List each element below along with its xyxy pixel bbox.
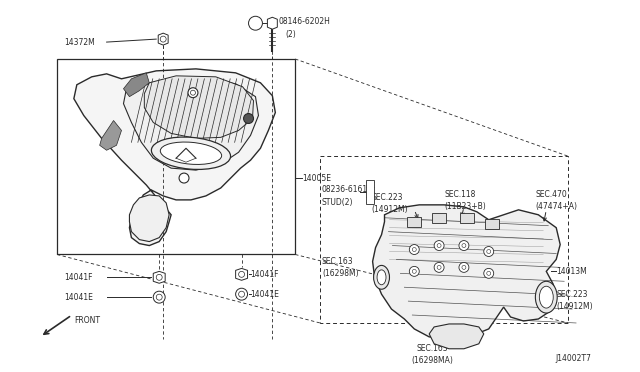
Circle shape [484, 247, 493, 256]
Polygon shape [153, 271, 165, 283]
Text: SEC.163: SEC.163 [417, 344, 448, 353]
Text: (16298MA): (16298MA) [412, 356, 453, 365]
Circle shape [434, 262, 444, 272]
Bar [407, 217, 421, 227]
Circle shape [437, 244, 441, 247]
Polygon shape [124, 73, 149, 97]
Circle shape [412, 247, 416, 251]
Polygon shape [129, 195, 169, 241]
Circle shape [487, 271, 491, 275]
Text: 14013M: 14013M [556, 267, 587, 276]
Text: SEC.163: SEC.163 [322, 257, 354, 266]
Circle shape [188, 88, 198, 98]
Bar [365, 180, 374, 204]
Polygon shape [124, 79, 259, 170]
Text: STUD(2): STUD(2) [322, 198, 353, 207]
Circle shape [236, 288, 248, 300]
Text: FRONT: FRONT [74, 317, 100, 326]
Circle shape [239, 291, 244, 297]
Bar [320, 156, 568, 323]
Text: 14041F: 14041F [64, 273, 92, 282]
Text: (14912M): (14912M) [556, 302, 593, 311]
Text: J14002T7: J14002T7 [556, 354, 591, 363]
Circle shape [191, 90, 195, 95]
Polygon shape [236, 268, 248, 280]
Circle shape [462, 265, 466, 269]
Text: SEC.118: SEC.118 [444, 190, 476, 199]
Circle shape [244, 113, 253, 124]
Text: 14005E: 14005E [302, 174, 331, 183]
Ellipse shape [160, 142, 221, 164]
Polygon shape [100, 121, 122, 150]
Bar [484, 219, 499, 229]
Text: SEC.223: SEC.223 [556, 290, 588, 299]
Circle shape [410, 244, 419, 254]
Text: 14041F: 14041F [250, 270, 279, 279]
Text: 14372M: 14372M [64, 38, 95, 46]
Circle shape [410, 266, 419, 276]
Ellipse shape [536, 281, 557, 313]
Circle shape [412, 269, 416, 273]
Circle shape [462, 244, 466, 247]
Text: (47474+A): (47474+A) [536, 202, 577, 211]
Text: B: B [253, 21, 257, 26]
Text: (16298M): (16298M) [322, 269, 358, 278]
Circle shape [487, 250, 491, 253]
Ellipse shape [377, 270, 386, 285]
Text: (11B23+B): (11B23+B) [444, 202, 486, 211]
Circle shape [160, 36, 166, 42]
Circle shape [459, 262, 469, 272]
Ellipse shape [374, 265, 390, 289]
Text: 08146-6202H: 08146-6202H [278, 17, 330, 26]
Polygon shape [74, 69, 275, 246]
Ellipse shape [152, 137, 230, 169]
Polygon shape [145, 76, 253, 138]
Circle shape [484, 268, 493, 278]
Text: (2): (2) [285, 30, 296, 39]
Polygon shape [268, 17, 277, 29]
Text: 08236-61610: 08236-61610 [322, 186, 373, 195]
Circle shape [248, 16, 262, 30]
Bar [57, 59, 295, 254]
Circle shape [153, 291, 165, 303]
Polygon shape [429, 324, 484, 349]
Text: (14912M): (14912M) [372, 205, 408, 214]
Circle shape [239, 271, 244, 277]
Ellipse shape [540, 286, 553, 308]
Circle shape [459, 241, 469, 250]
Bar [460, 213, 474, 223]
Bar [432, 213, 446, 223]
Text: 14041E: 14041E [250, 290, 280, 299]
Circle shape [156, 294, 162, 300]
Circle shape [434, 241, 444, 250]
Circle shape [179, 173, 189, 183]
Circle shape [437, 265, 441, 269]
Circle shape [156, 274, 162, 280]
Polygon shape [158, 33, 168, 45]
Polygon shape [372, 205, 560, 339]
Text: 14041E: 14041E [64, 293, 93, 302]
Text: SEC.223: SEC.223 [372, 193, 403, 202]
Text: SEC.470: SEC.470 [536, 190, 567, 199]
